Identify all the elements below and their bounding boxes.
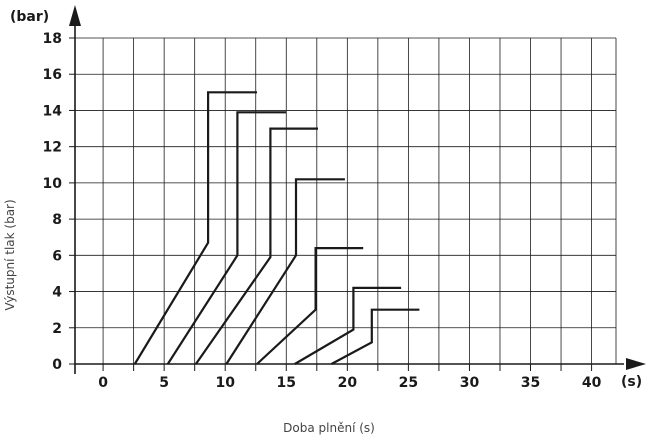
y-tick-label: 4: [52, 285, 62, 301]
series-line-7: [330, 308, 420, 365]
series-line-2: [166, 111, 287, 365]
y-tick-label: 0: [52, 357, 62, 373]
data-series: [133, 91, 420, 365]
x-axis-unit: (s): [621, 374, 642, 390]
series-line-4: [225, 178, 345, 365]
y-tick-labels: 0 2 4 6 8 10 12 14 16 18: [43, 31, 63, 373]
x-tick-labels: 0 5 10 15 20 25 30 35 40: [98, 375, 601, 391]
y-tick-label: 14: [43, 103, 63, 119]
y-tick-label: 12: [43, 140, 62, 156]
y-tick-label: 18: [43, 31, 62, 47]
x-tick-label: 30: [460, 375, 480, 391]
series-line-1: [133, 91, 257, 365]
series-line-6: [294, 286, 402, 365]
y-tick-label: 2: [52, 321, 62, 337]
x-tick-label: 10: [215, 375, 235, 391]
y-axis-arrow-icon: [69, 5, 81, 26]
x-axis-title: Doba plnění (s): [283, 421, 375, 435]
y-tick-label: 8: [52, 212, 62, 228]
y-tick-label: 16: [43, 67, 62, 83]
x-tick-label: 15: [277, 375, 296, 391]
axes: [69, 5, 646, 374]
x-tick-label: 20: [338, 375, 358, 391]
grid-lines: [75, 37, 617, 364]
y-axis-unit: (bar): [10, 9, 49, 25]
x-tick-label: 35: [521, 375, 540, 391]
y-tick-label: 6: [52, 248, 62, 264]
series-line-5: [256, 247, 364, 365]
series-line-3: [194, 127, 318, 365]
x-tick-label: 40: [582, 375, 602, 391]
x-tick-label: 0: [98, 375, 108, 391]
x-tick-label: 25: [399, 375, 418, 391]
y-tick-label: 10: [43, 176, 63, 192]
x-tick-label: 5: [159, 375, 169, 391]
x-axis-arrow-icon: [626, 358, 646, 370]
y-axis-title: Výstupní tlak (bar): [3, 199, 17, 310]
